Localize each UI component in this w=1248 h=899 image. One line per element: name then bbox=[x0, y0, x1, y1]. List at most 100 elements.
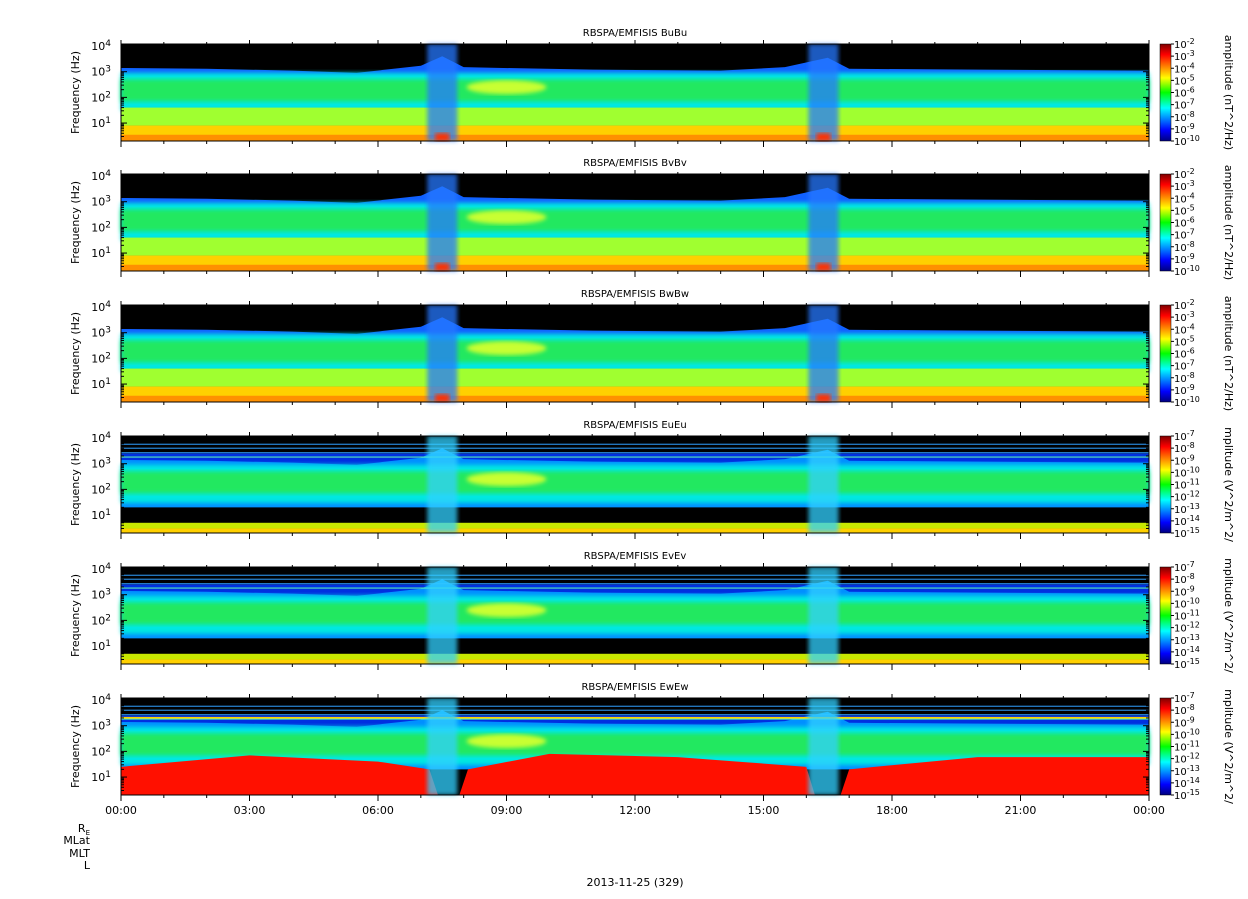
y-tick-label: 103 bbox=[91, 719, 111, 733]
y-axis-label: Frequency (Hz) bbox=[69, 443, 82, 526]
colorbar-tick-label: 10-9 bbox=[1174, 715, 1195, 729]
spectrogram-image bbox=[121, 436, 1149, 533]
chorus-blob bbox=[466, 341, 547, 356]
date-label: 2013-11-25 (329) bbox=[586, 876, 684, 889]
colorbar-tick-label: 10-5 bbox=[1174, 73, 1195, 87]
band-hiss bbox=[121, 209, 1149, 232]
orbit-label-l: L bbox=[83, 859, 90, 872]
colorbar-tick-label: 10-2 bbox=[1174, 167, 1195, 181]
colorbar bbox=[1159, 173, 1172, 272]
colorbar-tick-label: 10-15 bbox=[1174, 657, 1200, 671]
burst-column-2 bbox=[808, 698, 839, 795]
burst-column-1 bbox=[427, 174, 458, 271]
colorbar-tick-label: 10-12 bbox=[1174, 490, 1200, 504]
colorbar-tick-label: 10-5 bbox=[1174, 334, 1195, 348]
chorus-blob bbox=[466, 80, 547, 95]
y-tick-label: 102 bbox=[91, 351, 111, 365]
y-tick-label: 101 bbox=[91, 508, 111, 522]
colorbar-tick-label: 10-15 bbox=[1174, 788, 1200, 802]
colorbar-tick-label: 10-7 bbox=[1174, 560, 1195, 574]
colorbar-label: amplitude (nT^2/Hz) bbox=[1222, 35, 1235, 150]
line-interference-4 bbox=[121, 718, 1149, 720]
y-tick-label: 104 bbox=[91, 300, 111, 314]
colorbar-tick-label: 10-11 bbox=[1174, 609, 1200, 623]
y-tick-label: 104 bbox=[91, 562, 111, 576]
burst-column-2 bbox=[808, 567, 839, 664]
colorbar-tick-label: 10-6 bbox=[1174, 86, 1195, 100]
line-interference-1 bbox=[121, 705, 1149, 707]
spectrogram-panel-4: RBSPA/EMFISIS EuEu 101 102 103 104 Frequency … bbox=[69, 420, 1235, 542]
colorbar-tick-label: 10-2 bbox=[1174, 298, 1195, 312]
spectrogram-image bbox=[121, 44, 1149, 141]
band-baseline bbox=[121, 522, 1149, 529]
colorbar bbox=[1159, 43, 1172, 142]
panel-title: RBSPA/EMFISIS EuEu bbox=[583, 420, 686, 431]
y-tick-label: 103 bbox=[91, 326, 111, 340]
colorbar-tick-label: 10-11 bbox=[1174, 478, 1200, 492]
colorbar-label: amplitude (nT^2/Hz) bbox=[1222, 296, 1235, 411]
colorbar-tick-label: 10-7 bbox=[1174, 359, 1195, 373]
panel-title: RBSPA/EMFISIS BuBu bbox=[583, 28, 687, 39]
y-axis-label: Frequency (Hz) bbox=[69, 705, 82, 788]
band-baseline bbox=[121, 264, 1149, 271]
burst-column-2 bbox=[808, 305, 839, 402]
colorbar-tick-label: 10-7 bbox=[1174, 98, 1195, 112]
band-hiss bbox=[121, 733, 1149, 756]
y-tick-label: 102 bbox=[91, 613, 111, 627]
colorbar-tick-label: 10-12 bbox=[1174, 621, 1200, 635]
burst-column-2 bbox=[808, 436, 839, 533]
colorbar-tick-label: 10-7 bbox=[1174, 691, 1195, 705]
burst-low-red-2 bbox=[816, 133, 831, 141]
colorbar-tick-label: 10-12 bbox=[1174, 752, 1200, 766]
colorbar-tick-label: 10-13 bbox=[1174, 502, 1200, 516]
y-tick-label: 101 bbox=[91, 377, 111, 391]
line-interference-2 bbox=[121, 709, 1149, 711]
panel-title: RBSPA/EMFISIS BvBv bbox=[583, 158, 687, 169]
colorbar-tick-label: 10-11 bbox=[1174, 740, 1200, 754]
colorbar-label: mplitude (V^2/m^2/ bbox=[1222, 689, 1235, 804]
colorbar bbox=[1159, 566, 1172, 665]
band-hiss bbox=[121, 471, 1149, 494]
burst-column-1 bbox=[427, 698, 458, 795]
y-tick-label: 102 bbox=[91, 744, 111, 758]
band-low-freq bbox=[121, 237, 1149, 256]
colorbar-tick-label: 10-9 bbox=[1174, 122, 1195, 136]
spectrogram-image bbox=[121, 174, 1149, 271]
burst-column-1 bbox=[427, 567, 458, 664]
y-tick-label: 103 bbox=[91, 195, 111, 209]
colorbar-tick-label: 10-8 bbox=[1174, 371, 1195, 385]
band-low-freq bbox=[121, 368, 1149, 387]
line-artifact bbox=[121, 716, 1149, 719]
colorbar-tick-label: 10-10 bbox=[1174, 264, 1200, 278]
burst-column-1 bbox=[427, 436, 458, 533]
panel-title: RBSPA/EMFISIS EvEv bbox=[584, 551, 687, 562]
spectrogram-panel-3: RBSPA/EMFISIS BwBw 101 102 103 104 Frequency … bbox=[69, 289, 1235, 411]
line-interference-3 bbox=[121, 452, 1149, 454]
x-tick-label: 06:00 bbox=[362, 804, 394, 817]
y-axis-label: Frequency (Hz) bbox=[69, 312, 82, 395]
colorbar-label: mplitude (V^2/m^2/ bbox=[1222, 558, 1235, 673]
colorbar-tick-label: 10-10 bbox=[1174, 727, 1200, 741]
band-baseline-lower bbox=[121, 659, 1149, 664]
y-tick-label: 102 bbox=[91, 220, 111, 234]
burst-low-red-2 bbox=[816, 394, 831, 402]
colorbar-tick-label: 10-10 bbox=[1174, 465, 1200, 479]
colorbar-tick-label: 10-13 bbox=[1174, 764, 1200, 778]
colorbar-tick-label: 10-4 bbox=[1174, 322, 1195, 336]
spectrogram-panel-1: RBSPA/EMFISIS BuBu 101 102 103 104 Frequency … bbox=[69, 28, 1235, 150]
band-red-low-freq bbox=[121, 753, 1149, 795]
band-baseline-lower bbox=[121, 528, 1149, 533]
y-axis-label: Frequency (Hz) bbox=[69, 181, 82, 264]
y-tick-label: 103 bbox=[91, 457, 111, 471]
y-tick-label: 101 bbox=[91, 116, 111, 130]
colorbar-tick-label: 10-14 bbox=[1174, 514, 1200, 528]
chorus-blob bbox=[466, 472, 547, 487]
band-hiss bbox=[121, 79, 1149, 102]
x-tick-label: 00:00 bbox=[1133, 804, 1165, 817]
colorbar-tick-label: 10-15 bbox=[1174, 526, 1200, 540]
colorbar-tick-label: 10-6 bbox=[1174, 216, 1195, 230]
line-interference-1 bbox=[121, 443, 1149, 445]
band-baseline bbox=[121, 395, 1149, 402]
colorbar-tick-label: 10-10 bbox=[1174, 134, 1200, 148]
colorbar-tick-label: 10-9 bbox=[1174, 453, 1195, 467]
